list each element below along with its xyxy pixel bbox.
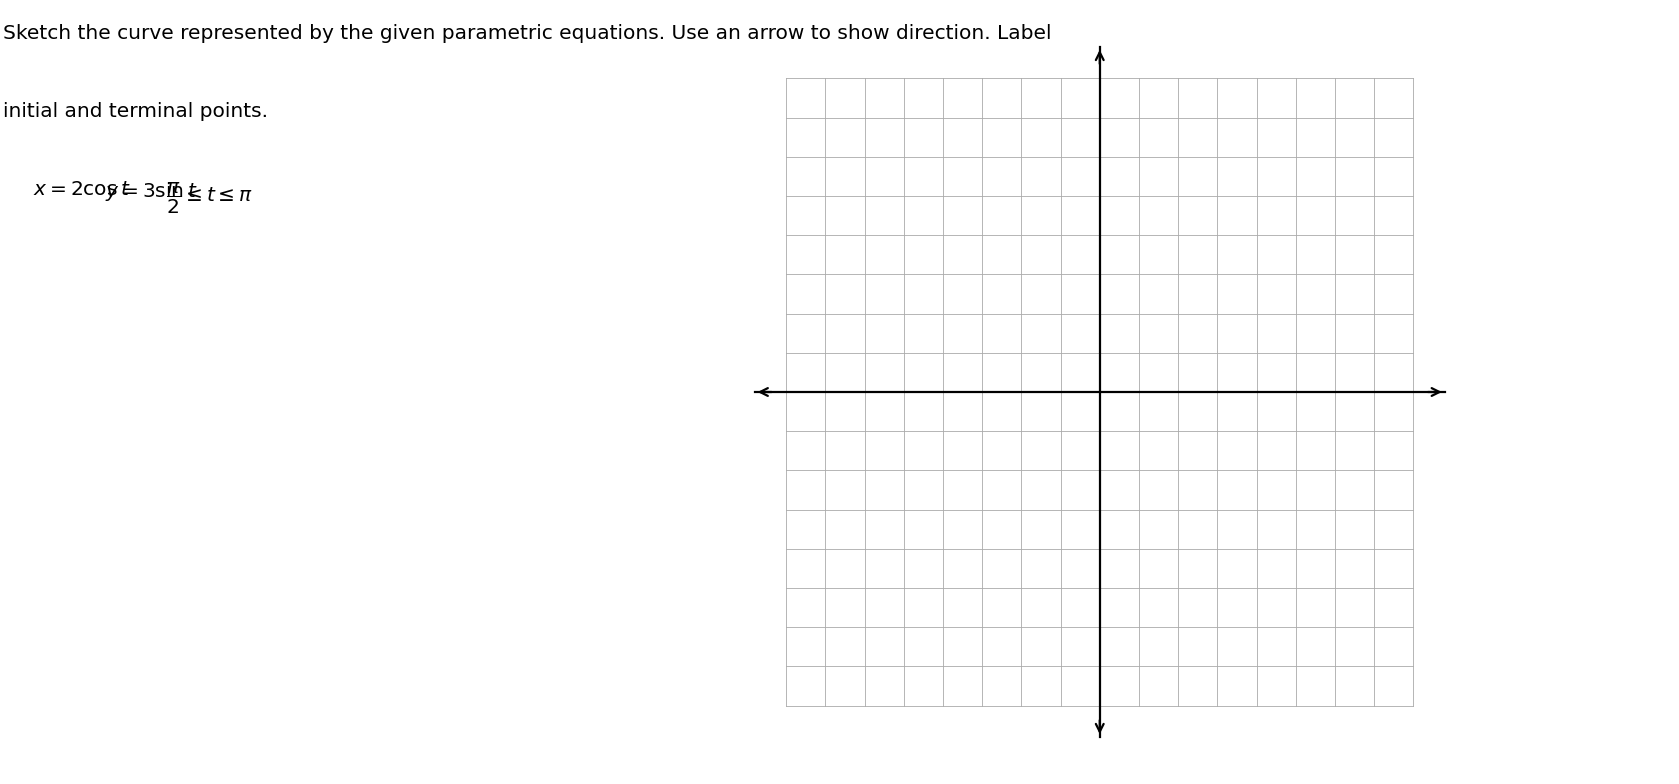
Text: initial and terminal points.: initial and terminal points. [3, 102, 267, 121]
Text: $\dfrac{\pi}{2} \leq t \leq \pi$: $\dfrac{\pi}{2} \leq t \leq \pi$ [166, 180, 254, 216]
Text: $y = 3\sin t$: $y = 3\sin t$ [106, 180, 198, 203]
Text: Sketch the curve represented by the given parametric equations. Use an arrow to : Sketch the curve represented by the give… [3, 24, 1051, 42]
Text: $x = 2\cos t$: $x = 2\cos t$ [34, 180, 131, 199]
